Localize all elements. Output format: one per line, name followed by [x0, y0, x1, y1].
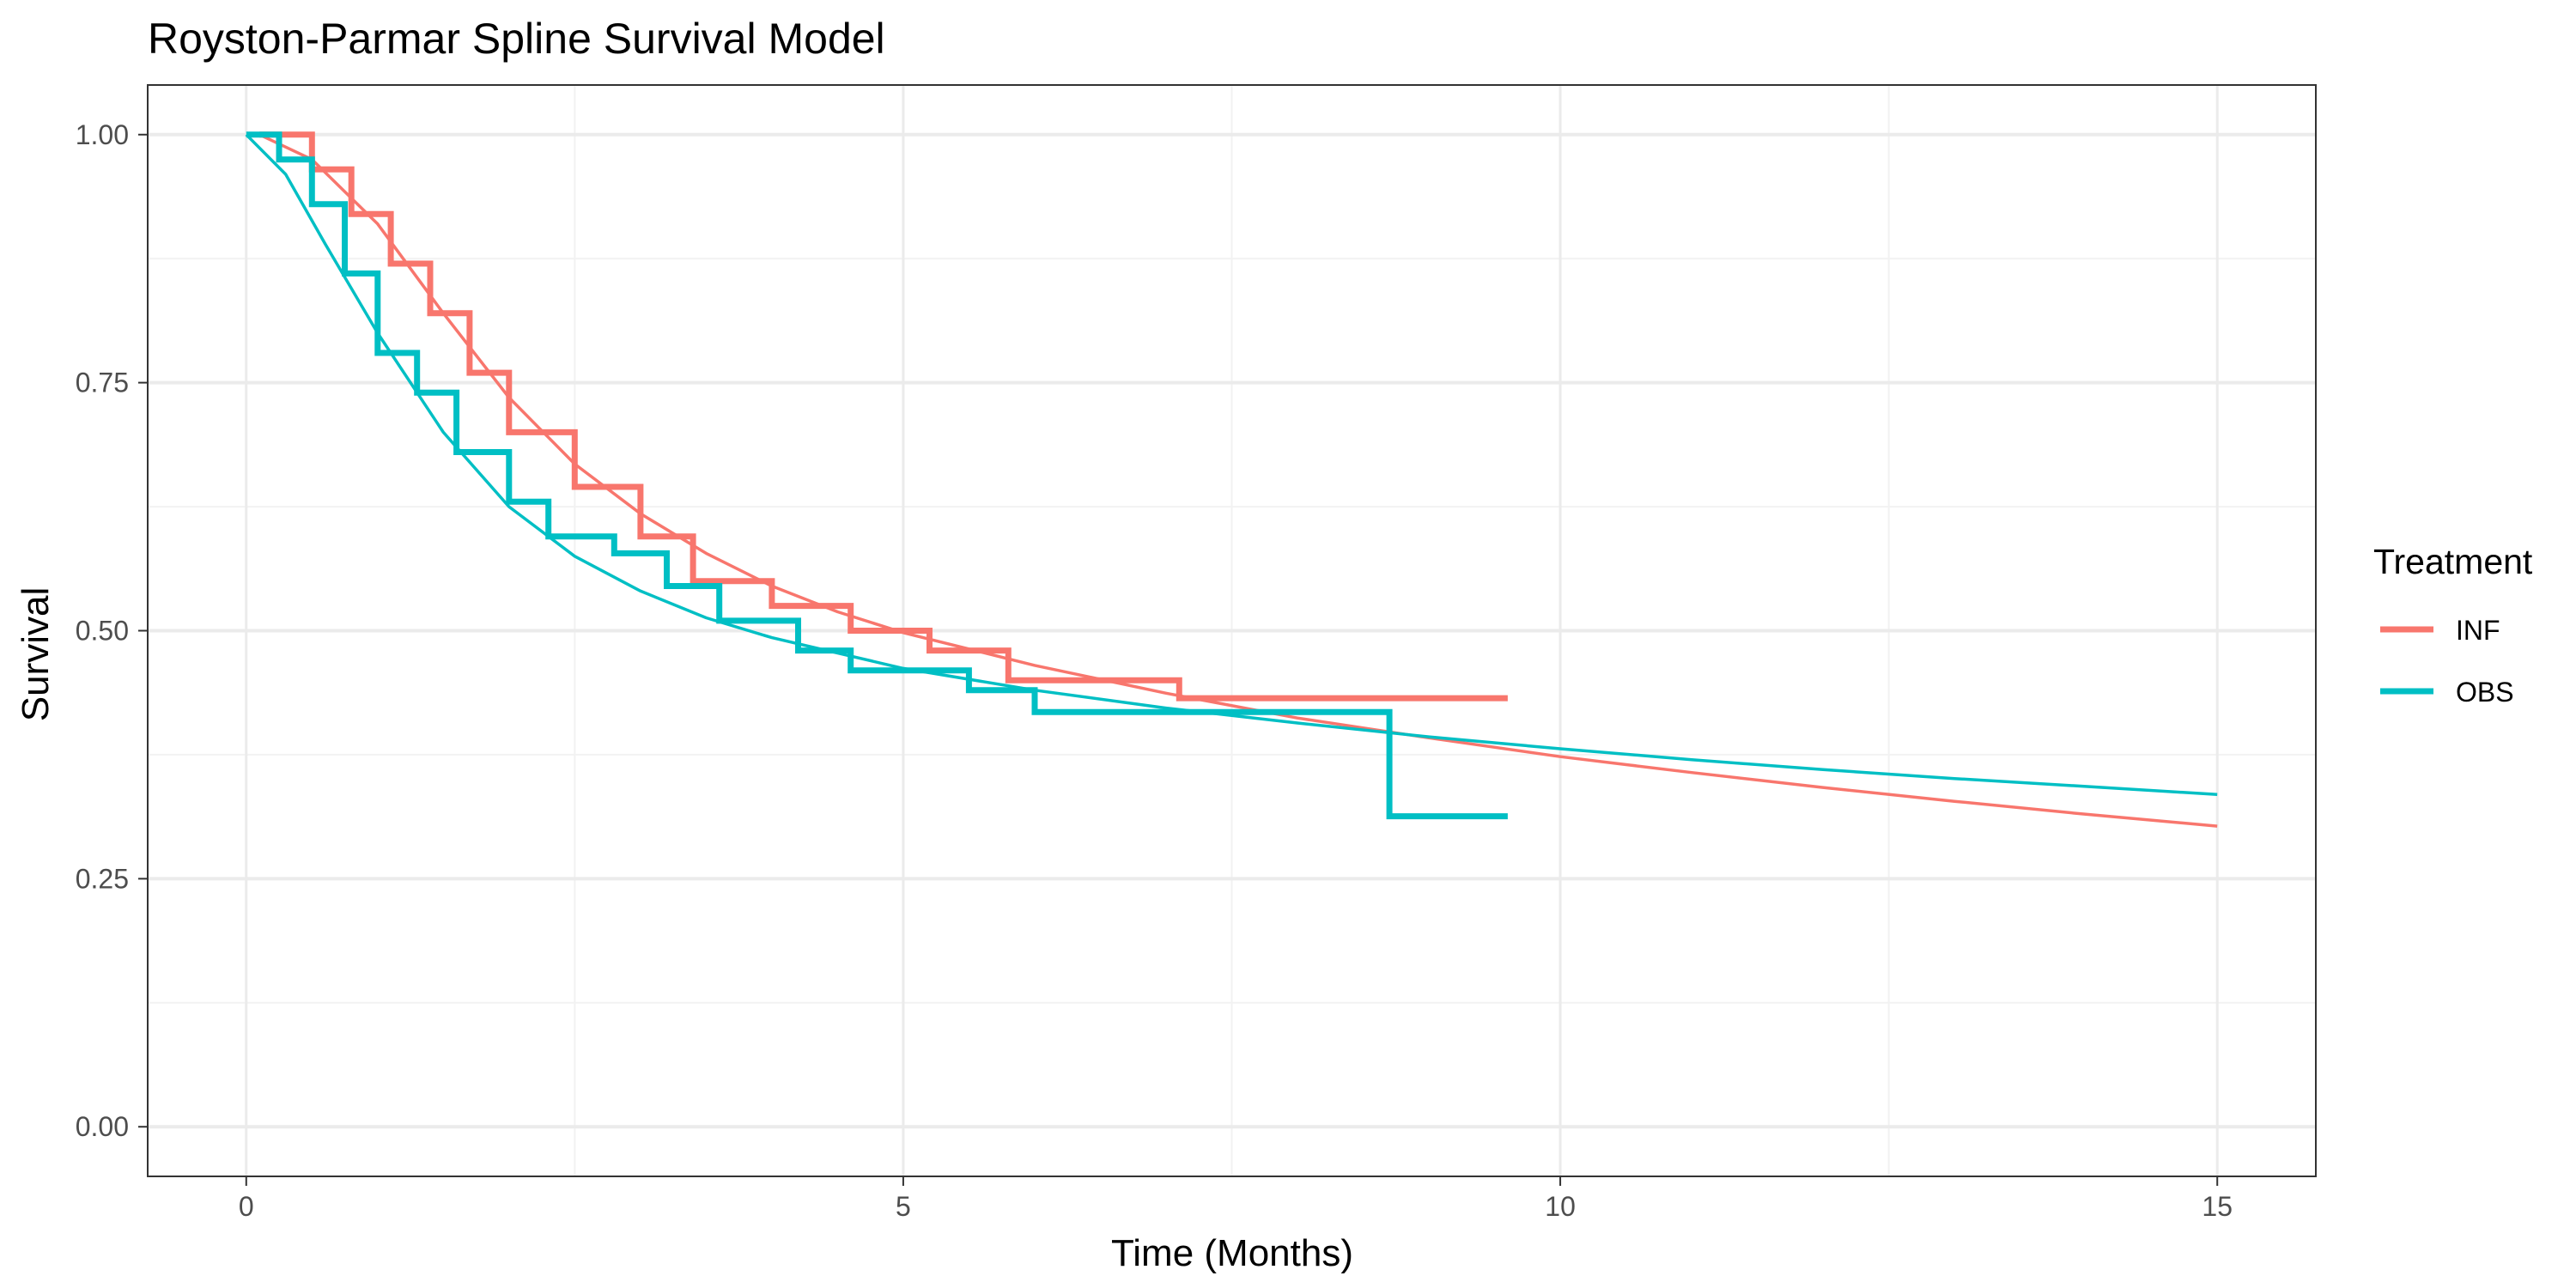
- x-tick-label: 5: [896, 1191, 911, 1222]
- x-tick-label: 10: [1545, 1191, 1576, 1222]
- plot-panel: [148, 85, 2316, 1176]
- y-axis-title: Survival: [15, 587, 57, 722]
- x-tick-label: 15: [2202, 1191, 2233, 1222]
- panel-border: [147, 84, 2317, 1177]
- x-axis-title: Time (Months): [1111, 1232, 1353, 1274]
- km-curve-obs: [246, 131, 1508, 820]
- y-tick-label: 0.00: [76, 1111, 129, 1142]
- x-tick-label: 0: [239, 1191, 254, 1222]
- legend-title: Treatment: [2373, 542, 2533, 581]
- axes: 0 5 10 15 0.00 0.25 0.50 0.75 1.00: [76, 119, 2233, 1222]
- series-layer: [245, 131, 2218, 828]
- y-tick-label: 0.25: [76, 863, 129, 894]
- y-tick-label: 0.50: [76, 616, 129, 647]
- legend-label-obs: OBS: [2456, 677, 2514, 708]
- y-tick-label: 1.00: [76, 119, 129, 150]
- legend-label-inf: INF: [2456, 615, 2500, 646]
- y-tick-label: 0.75: [76, 368, 129, 398]
- legend: Treatment INF OBS: [2373, 542, 2533, 708]
- chart-title: Royston-Parmar Spline Survival Model: [148, 15, 885, 63]
- km-curve-inf: [259, 131, 1508, 702]
